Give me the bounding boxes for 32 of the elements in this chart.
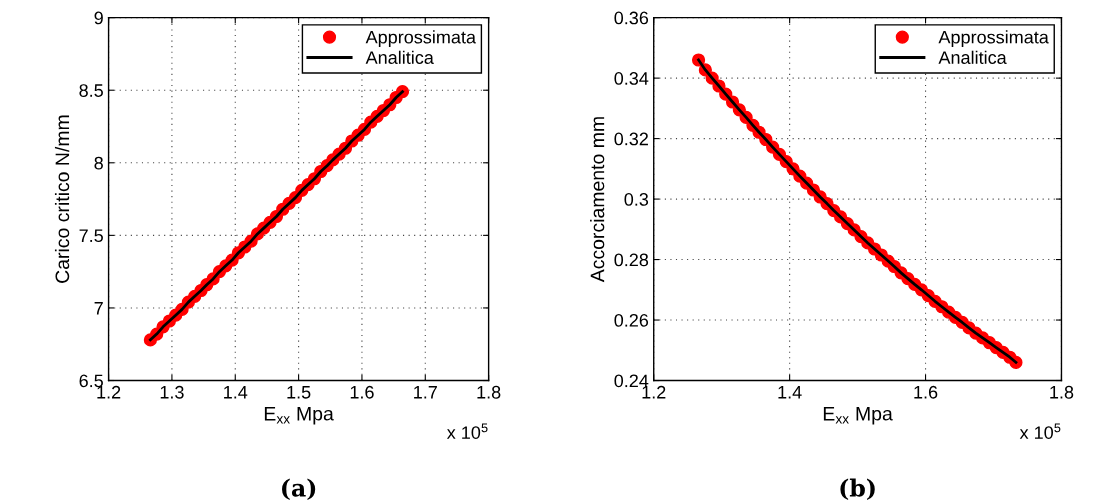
legend-label: Approssimata: [938, 30, 1049, 48]
legend-label: Approssimata: [365, 30, 476, 48]
legend-label: Analitica: [938, 50, 1007, 64]
text: (b): [840, 478, 875, 501]
text: x 10$^{5}$: [446, 423, 488, 439]
y-tick-label: 0.34: [614, 72, 649, 85]
x-tick-label: 1.6: [350, 385, 374, 399]
y-tick-label: 0.32: [614, 132, 648, 146]
x-tick-label: 1.5: [287, 386, 311, 399]
legend-label: Analitica: [365, 50, 434, 64]
x-tick-label: 1.4: [778, 386, 802, 399]
x-tick-label: 1.6: [914, 385, 938, 399]
y-tick-label: 0.3: [624, 193, 649, 206]
y-tick-label: 8: [94, 156, 103, 170]
x-tick-label: 1.8: [477, 385, 501, 399]
y-axis-title: Carico critico N/mm: [54, 115, 70, 283]
y-axis-title: Accorciamento mm: [590, 117, 605, 283]
y-tick-label: 8.5: [79, 84, 103, 97]
y-tick-label: 0.26: [614, 313, 649, 327]
x-tick-label: 1.3: [160, 385, 184, 399]
x-axis-title: E$_{xx}$ Mpa: [264, 407, 334, 425]
y-tick-label: 0.28: [614, 253, 649, 267]
y-tick-label: 9: [94, 11, 103, 25]
y-tick-label: 7: [94, 302, 103, 315]
text: x 10$^{5}$: [1019, 423, 1061, 439]
y-tick-label: 7.5: [79, 229, 103, 243]
x-tick-label: 1.4: [224, 386, 248, 399]
text: (a): [282, 478, 316, 501]
x-tick-label: 1.7: [414, 386, 437, 399]
y-tick-label: 0.36: [614, 11, 649, 25]
x-axis-title: E$_{xx}$ Mpa: [823, 407, 893, 425]
x-tick-label: 1.8: [1050, 385, 1074, 399]
